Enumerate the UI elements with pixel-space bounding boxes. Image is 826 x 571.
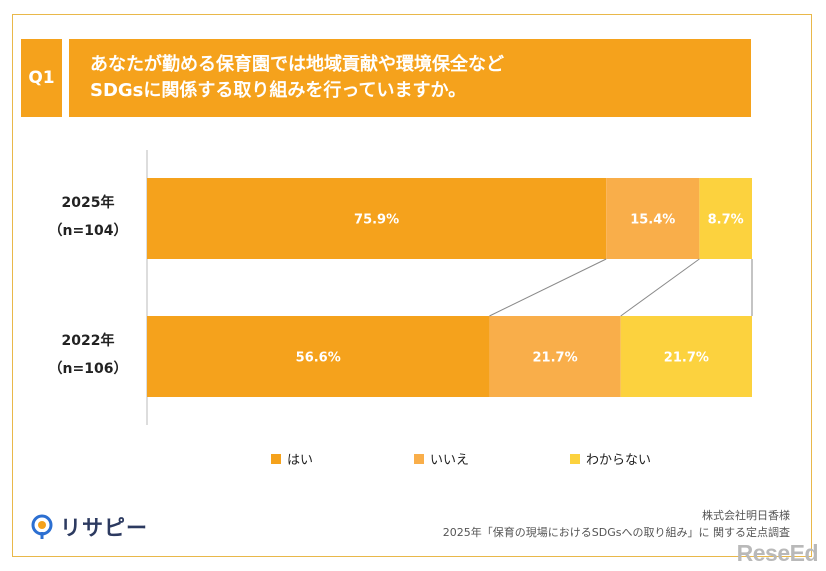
connector-line-1 xyxy=(489,258,607,317)
watermark-logo: ReseEd xyxy=(736,540,819,566)
category-label-n-1: （n=104） xyxy=(49,223,128,239)
legend-label-1: はい xyxy=(287,453,313,468)
legend-label-3: わからない xyxy=(586,453,651,468)
question-number-badge: Q1 xyxy=(21,39,62,117)
legend-label-2: いいえ xyxy=(430,453,469,468)
question-text-line-1: あなたが勤める保育園では地域貢献や環境保全など xyxy=(90,54,504,75)
category-label-n-2: （n=106） xyxy=(49,361,128,377)
legend-swatch-1 xyxy=(271,454,281,464)
category-label-year-1: 2025年 xyxy=(62,194,115,211)
bar-segment-2-2 xyxy=(489,316,621,397)
footer-source: 2025年「保育の現場におけるSDGsへの取り組み」に 関する定点調査 xyxy=(442,526,790,539)
bar-segment-2-3 xyxy=(620,316,752,397)
footer-credit: 株式会社明日香様 2025年「保育の現場におけるSDGsへの取り組み」に 関する… xyxy=(443,507,790,541)
data-label-1-2: 15.4% xyxy=(630,213,675,228)
bar-segment-1-3 xyxy=(699,178,752,259)
question-banner: あなたが勤める保育園では地域貢献や環境保全など SDGsに関係する取り組みを行っ… xyxy=(69,39,751,117)
bar-segment-2-1 xyxy=(147,316,490,397)
question-text-line-2: SDGsに関係する取り組みを行っていますか。 xyxy=(90,80,467,101)
legend-swatch-3 xyxy=(570,454,580,464)
data-label-2-1: 56.6% xyxy=(296,351,341,366)
bar-segment-1-1 xyxy=(147,178,607,259)
data-label-1-1: 75.9% xyxy=(354,213,399,228)
brand-logo-text: リサピー xyxy=(60,516,148,540)
brand-logo: リサピー xyxy=(30,512,148,542)
data-label-2-3: 21.7% xyxy=(664,351,709,366)
legend-swatch-2 xyxy=(414,454,424,464)
data-label-2-2: 21.7% xyxy=(533,351,578,366)
connector-line-2 xyxy=(620,258,700,317)
bar-segment-1-2 xyxy=(606,178,700,259)
category-label-year-2: 2022年 xyxy=(62,332,115,349)
footer-company: 株式会社明日香様 xyxy=(702,509,790,522)
brand-mark-icon xyxy=(31,514,53,539)
data-label-1-3: 8.7% xyxy=(708,213,744,228)
